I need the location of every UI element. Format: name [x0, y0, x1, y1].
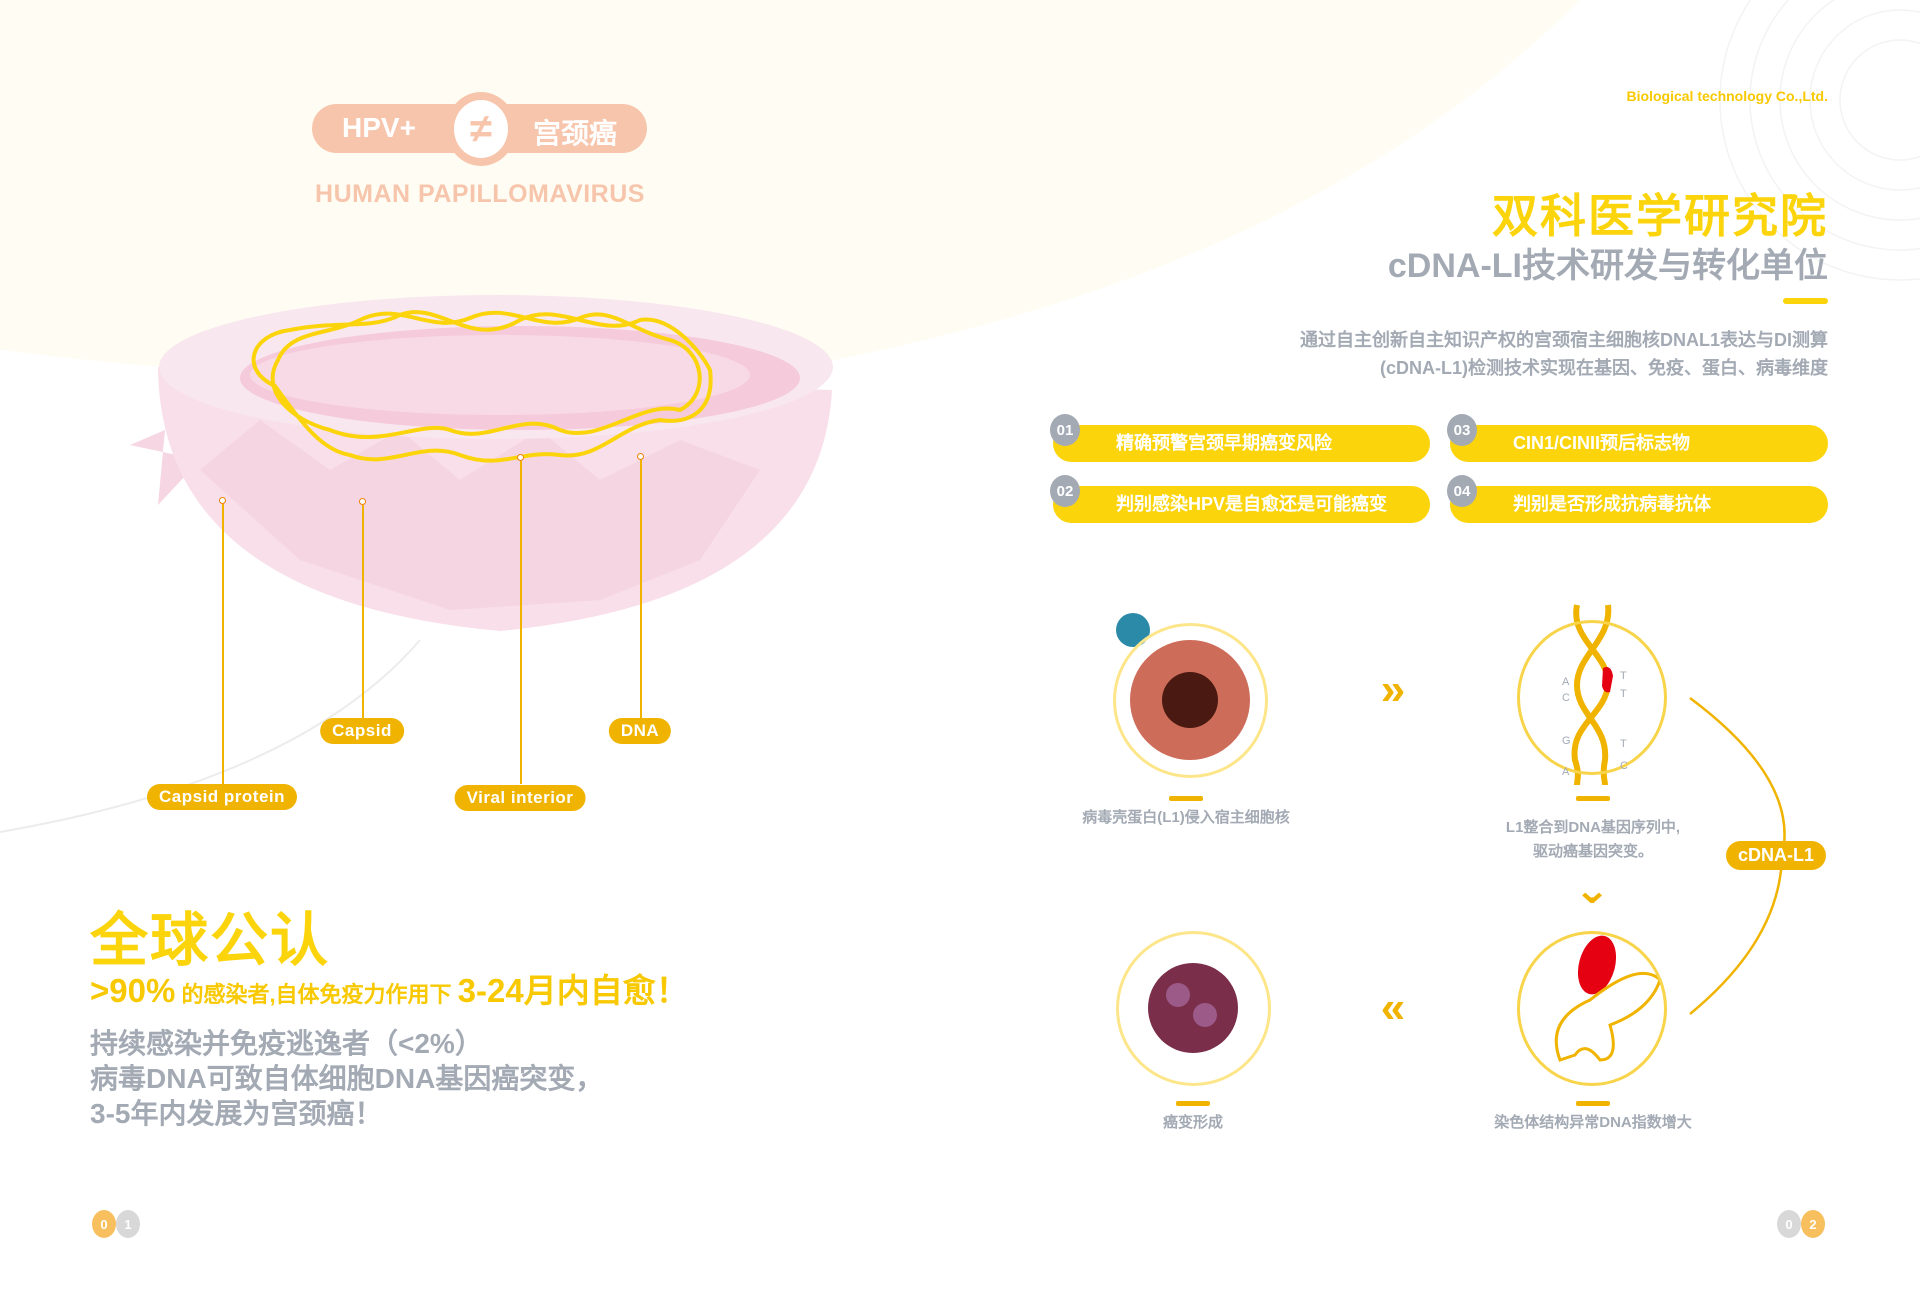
- stat-percent: >90%: [90, 972, 176, 1009]
- description-line: 通过自主创新自主知识产权的宫颈宿主细胞核DNAL1表达与DI测算: [1299, 330, 1828, 350]
- dna-base: A: [1562, 766, 1570, 778]
- double-chevron-down-icon: ⌄: [1573, 867, 1611, 913]
- cream-background-shape: [0, 0, 1580, 382]
- feature-04: 判别是否形成抗病毒抗体: [1450, 486, 1828, 523]
- thin-arc-decoration: [0, 639, 421, 833]
- dna-base: T: [1620, 670, 1627, 682]
- callout-line: [362, 505, 364, 718]
- not-equal-icon: ≠: [446, 92, 516, 166]
- step-caption: L1整合到DNA基因序列中, 驱动癌基因突变。: [1505, 819, 1681, 860]
- label-capsid: Capsid: [320, 718, 404, 744]
- circular-dna-illustration: [251, 310, 713, 463]
- callout-line: [520, 461, 522, 784]
- hpv-badge-right: 宫颈癌: [532, 118, 617, 149]
- stat-duration: 3-24月内自愈！: [457, 972, 689, 1009]
- concentric-circles-decoration: [1719, 0, 1920, 281]
- label-dna: DNA: [608, 718, 672, 744]
- headline: 全球公认: [90, 908, 331, 973]
- feature-03: CIN1/CINII预后标志物: [1450, 425, 1828, 462]
- label-viral-interior: Viral interior: [454, 785, 586, 811]
- callout-dot: [359, 498, 366, 505]
- dna-base: A: [1562, 676, 1570, 688]
- description-line: (cDNA-L1)检测技术实现在基因、免疫、蛋白、病毒维度: [1380, 358, 1828, 378]
- caption-bar: [1169, 796, 1203, 801]
- callout-dot: [517, 454, 524, 461]
- step-ring: [1116, 931, 1271, 1086]
- feature-number: 01: [1050, 414, 1080, 446]
- dna-base: C: [1620, 760, 1628, 772]
- stat-middle: 的感染者,自体免疫力作用下: [175, 982, 458, 1007]
- callout-line: [640, 460, 642, 718]
- hpv-subtitle: HUMAN PAPILLOMAVIRUS: [315, 180, 645, 208]
- institute-title: 双科医学研究院: [1492, 190, 1828, 242]
- hpv-badge-left: HPV+: [342, 112, 416, 143]
- dna-base: T: [1620, 688, 1627, 700]
- feature-01: 精确预警宫颈早期癌变风险: [1053, 425, 1430, 462]
- warning-line: 3-5年内发展为宫颈癌！: [90, 1098, 383, 1129]
- step-caption: 病毒壳蛋白(L1)侵入宿主细胞核: [1082, 809, 1290, 826]
- warning-line: 持续感染并免疫逃逸者（<2%）: [90, 1028, 483, 1059]
- dna-base: C: [1562, 692, 1570, 704]
- caption-bar: [1576, 796, 1610, 801]
- dna-base: T: [1620, 738, 1627, 750]
- feature-number: 03: [1447, 414, 1477, 446]
- page-number-digit: 1: [116, 1210, 140, 1238]
- institute-subtitle: cDNA-LI技术研发与转化单位: [1387, 247, 1828, 285]
- callout-dot: [637, 453, 644, 460]
- warning-line: 病毒DNA可致自体细胞DNA基因癌突变，: [90, 1063, 604, 1094]
- page-number-digit: 2: [1801, 1210, 1825, 1238]
- caption-bar: [1576, 1101, 1610, 1106]
- company-name: Biological technology Co.,Ltd.: [1626, 88, 1828, 104]
- stat-line: >90% 的感染者,自体免疫力作用下 3-24月内自愈！: [90, 964, 689, 1012]
- double-chevron-left-icon: «: [1380, 983, 1406, 1032]
- virus-icon: [1116, 613, 1150, 647]
- step-caption: 染色体结构异常DNA指数增大: [1494, 1114, 1692, 1131]
- page-number-digit: 0: [92, 1210, 116, 1238]
- feature-number: 02: [1050, 475, 1080, 507]
- page-number-digit: 0: [1777, 1210, 1801, 1238]
- step-caption: 癌变形成: [1162, 1114, 1224, 1131]
- title-underline: [1783, 298, 1828, 304]
- cdna-l1-badge: cDNA-L1: [1726, 841, 1827, 870]
- step-ring: [1113, 623, 1268, 778]
- label-capsid-protein: Capsid protein: [146, 784, 298, 810]
- caption-bar: [1176, 1101, 1210, 1106]
- callout-dot: [219, 497, 226, 504]
- dna-base: G: [1562, 735, 1571, 747]
- feature-02: 判别感染HPV是自愈还是可能癌变: [1053, 486, 1430, 523]
- step-ring: [1517, 931, 1667, 1086]
- callout-line: [222, 504, 224, 784]
- step-ring: [1517, 620, 1667, 775]
- petri-dish-illustration: [130, 295, 833, 631]
- feature-number: 04: [1447, 475, 1477, 507]
- double-chevron-right-icon: »: [1380, 665, 1406, 714]
